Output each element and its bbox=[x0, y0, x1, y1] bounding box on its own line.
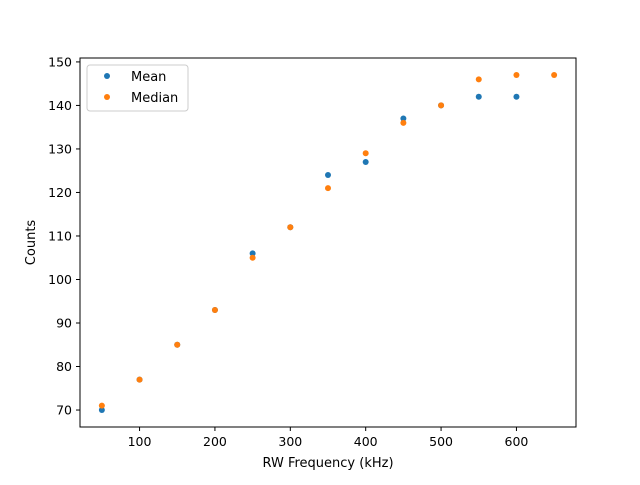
legend-box bbox=[86, 64, 189, 112]
x-tick-label: 300 bbox=[278, 434, 302, 449]
mean-point bbox=[249, 250, 256, 257]
mean-point bbox=[325, 172, 331, 179]
mean-point bbox=[475, 93, 482, 100]
x-tick-label: 100 bbox=[128, 434, 152, 449]
mean-point bbox=[98, 407, 105, 414]
x-tick-label: 500 bbox=[429, 434, 453, 449]
median-point bbox=[362, 150, 369, 157]
x-tick-label: 200 bbox=[203, 434, 227, 449]
y-tick-label: 70 bbox=[56, 403, 72, 418]
plot-area-frame bbox=[79, 57, 577, 428]
median-point bbox=[98, 402, 105, 409]
y-tick-label: 130 bbox=[48, 141, 72, 156]
y-tick-label: 90 bbox=[56, 316, 72, 331]
y-tick-label: 100 bbox=[48, 272, 72, 287]
legend-marker bbox=[104, 94, 110, 100]
median-point bbox=[551, 71, 558, 78]
median-point bbox=[438, 102, 445, 109]
legend-marker bbox=[104, 73, 110, 79]
median-point bbox=[249, 254, 256, 261]
mean-point bbox=[362, 158, 369, 165]
median-point bbox=[211, 306, 218, 313]
mean-point bbox=[513, 93, 520, 100]
y-axis-label: Counts bbox=[24, 220, 39, 266]
y-tick-label: 80 bbox=[56, 359, 72, 374]
x-axis-label: RW Frequency (kHz) bbox=[262, 456, 393, 471]
legend-label: Mean bbox=[131, 70, 166, 85]
median-point bbox=[287, 224, 294, 231]
median-point bbox=[475, 76, 482, 83]
legend: Mean Median bbox=[86, 64, 189, 112]
median-point bbox=[325, 185, 331, 192]
y-axis: 70 80 90 100 110 120 130 140 150 bbox=[48, 54, 80, 418]
median-point bbox=[513, 71, 520, 78]
y-tick-label: 140 bbox=[48, 98, 72, 113]
legend-label: Median bbox=[131, 91, 178, 106]
x-axis: 100 200 300 400 500 600 bbox=[128, 427, 529, 449]
median-point bbox=[400, 119, 407, 126]
y-tick-label: 150 bbox=[48, 54, 72, 69]
median-point bbox=[174, 341, 181, 348]
y-tick-label: 110 bbox=[48, 228, 72, 243]
y-tick-label: 120 bbox=[48, 185, 72, 200]
x-tick-label: 400 bbox=[354, 434, 378, 449]
x-tick-label: 600 bbox=[505, 434, 529, 449]
data-points-layer bbox=[98, 71, 558, 414]
mean-point bbox=[400, 115, 407, 122]
median-point bbox=[136, 376, 143, 383]
